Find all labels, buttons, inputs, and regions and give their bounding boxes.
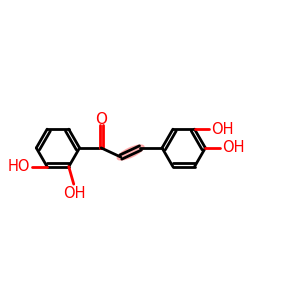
Text: OH: OH — [222, 140, 245, 155]
Ellipse shape — [117, 145, 144, 160]
Text: O: O — [95, 112, 107, 127]
Text: OH: OH — [63, 186, 86, 201]
Text: HO: HO — [8, 159, 30, 174]
Text: OH: OH — [212, 122, 234, 137]
